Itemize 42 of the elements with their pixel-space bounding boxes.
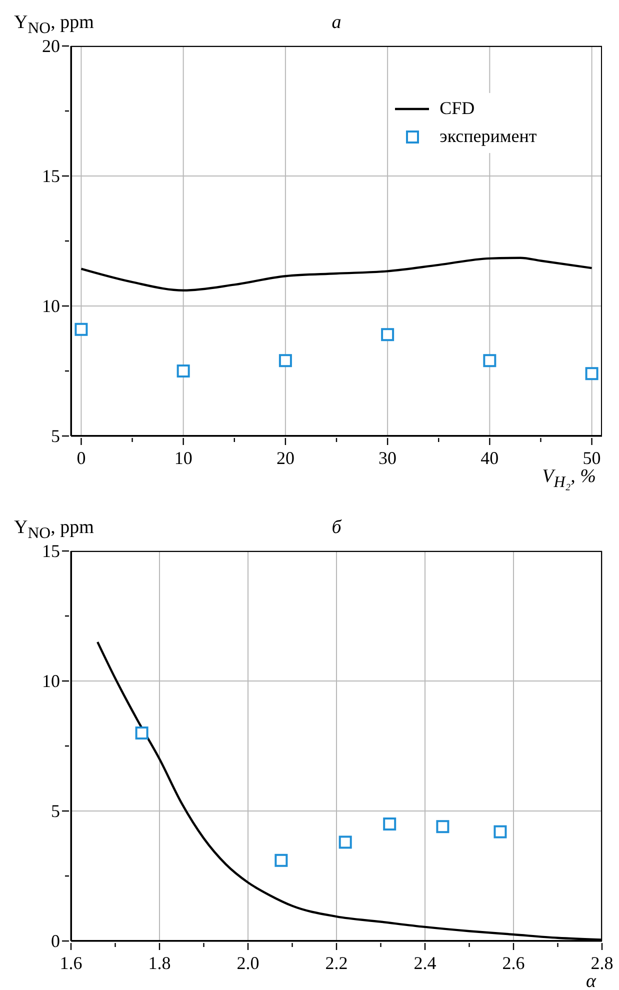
legend-label: эксперимент	[440, 126, 537, 148]
point	[176, 364, 190, 378]
y-tick-label: 15	[42, 541, 60, 561]
y-tick-label: 5	[51, 801, 60, 821]
legend-label: CFD	[440, 98, 475, 120]
x-tick-label: 1.8	[148, 953, 171, 973]
x-axis-title: α	[586, 971, 596, 990]
y-tick-label: 20	[42, 36, 60, 56]
y-axis-title: Y$_{NO}$, ppm	[14, 12, 94, 38]
y-tick-label: 10	[42, 671, 60, 691]
x-tick-label: 40	[480, 448, 499, 468]
x-tick-label: 2.0	[236, 953, 260, 973]
y-tick-label: 5	[51, 426, 60, 446]
point	[383, 818, 396, 830]
y-tick-label: 15	[42, 166, 60, 186]
point	[483, 354, 496, 368]
x-tick-label: 2.2	[325, 953, 348, 973]
chart-title: б	[332, 517, 342, 538]
y-tick-label: 0	[51, 931, 60, 951]
x-tick-label: 0	[76, 448, 86, 468]
point	[274, 854, 288, 867]
x-tick-label: 1.6	[60, 953, 82, 973]
chart-title: а	[332, 12, 342, 33]
x-tick-label: 30	[378, 448, 397, 468]
point	[338, 836, 352, 849]
x-tick-label: 2.4	[414, 953, 436, 973]
x-tick-label: 50	[582, 448, 601, 468]
point	[494, 825, 507, 838]
x-tick-label: 2.6	[502, 953, 525, 973]
x-tick-label: 20	[276, 448, 294, 468]
x-tick-label: 10	[174, 448, 192, 468]
point	[74, 322, 88, 336]
y-axis-title: Y$_{NO}$, ppm	[14, 517, 94, 543]
y-tick-label: 10	[42, 296, 60, 316]
point	[381, 328, 394, 342]
point	[135, 726, 148, 740]
point	[278, 354, 292, 368]
point	[436, 820, 450, 834]
x-axis-title: V$_{H₂}$, %	[542, 466, 596, 492]
point	[585, 367, 598, 380]
line-series	[80, 256, 593, 292]
x-tick-label: 2.8	[590, 953, 614, 973]
